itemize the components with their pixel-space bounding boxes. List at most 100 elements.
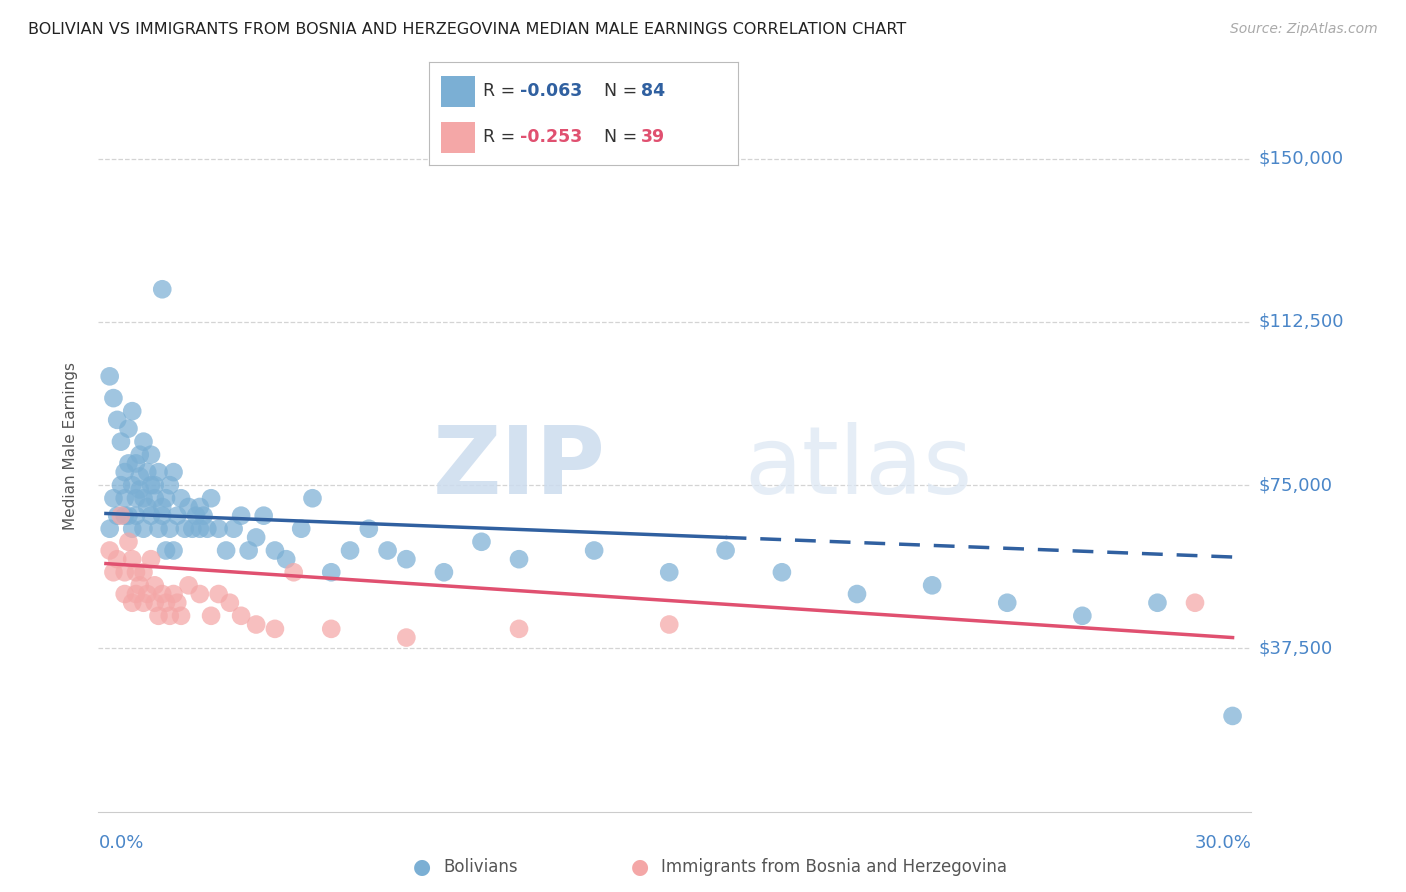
Point [114, 508, 136, 523]
Point [339, 543, 361, 558]
Point [121, 404, 143, 418]
Point [995, 596, 1018, 610]
Point [117, 508, 139, 523]
Point [658, 566, 681, 580]
Point [121, 478, 143, 492]
Point [105, 552, 128, 566]
Point [1184, 596, 1206, 610]
Point [143, 491, 166, 506]
Point [200, 491, 222, 506]
Bar [441, 122, 475, 153]
Text: 0.0%: 0.0% [98, 834, 143, 852]
Point [105, 413, 128, 427]
Point [136, 500, 159, 514]
Point [433, 566, 456, 580]
Point [1071, 608, 1094, 623]
Point [148, 465, 170, 479]
Point [103, 491, 125, 506]
Text: atlas: atlas [744, 422, 973, 514]
Point [125, 566, 148, 580]
Point [846, 587, 869, 601]
Point [136, 465, 159, 479]
Text: 39: 39 [641, 128, 665, 146]
Point [114, 491, 136, 506]
Text: Immigrants from Bosnia and Herzegovina: Immigrants from Bosnia and Herzegovina [661, 858, 1007, 876]
Text: R =: R = [484, 128, 520, 146]
Point [132, 491, 155, 506]
Point [128, 448, 150, 462]
Y-axis label: Median Male Earnings: Median Male Earnings [63, 362, 77, 530]
Point [139, 448, 162, 462]
Point [1146, 596, 1168, 610]
Point [200, 608, 222, 623]
Point [658, 617, 681, 632]
Point [264, 622, 287, 636]
Point [128, 483, 150, 497]
Text: N =: N = [593, 82, 643, 100]
Point [162, 543, 184, 558]
Point [128, 578, 150, 592]
Point [290, 522, 312, 536]
Point [143, 596, 166, 610]
Point [132, 566, 155, 580]
Text: ●: ● [413, 857, 430, 877]
Text: ZIP: ZIP [433, 422, 606, 514]
Point [188, 587, 211, 601]
Point [110, 508, 132, 523]
Point [125, 587, 148, 601]
Point [357, 522, 380, 536]
Text: 84: 84 [641, 82, 665, 100]
Point [301, 491, 323, 506]
Point [193, 508, 215, 523]
Point [114, 566, 136, 580]
Point [117, 534, 139, 549]
Point [136, 587, 159, 601]
Point [139, 552, 162, 566]
Point [159, 478, 181, 492]
Point [159, 608, 181, 623]
Point [132, 434, 155, 449]
Point [321, 622, 343, 636]
Point [921, 578, 943, 592]
Point [103, 566, 125, 580]
Point [155, 596, 177, 610]
Point [229, 508, 252, 523]
Point [114, 587, 136, 601]
Text: $112,500: $112,500 [1258, 313, 1344, 331]
Point [714, 543, 737, 558]
Point [150, 282, 173, 296]
Point [98, 522, 121, 536]
Point [98, 543, 121, 558]
Point [125, 457, 148, 471]
Point [117, 421, 139, 435]
Point [395, 631, 418, 645]
Point [253, 508, 276, 523]
Point [207, 587, 229, 601]
Point [125, 508, 148, 523]
Point [770, 566, 793, 580]
Point [125, 491, 148, 506]
Point [181, 522, 204, 536]
Point [583, 543, 606, 558]
Point [110, 478, 132, 492]
Point [166, 508, 188, 523]
Point [155, 543, 177, 558]
Point [162, 587, 184, 601]
Point [245, 617, 267, 632]
Point [188, 500, 211, 514]
Point [110, 434, 132, 449]
Text: -0.063: -0.063 [520, 82, 582, 100]
Point [508, 622, 530, 636]
Point [121, 552, 143, 566]
Text: $75,000: $75,000 [1258, 476, 1333, 494]
Point [321, 566, 343, 580]
Point [166, 596, 188, 610]
Bar [441, 76, 475, 106]
Point [188, 522, 211, 536]
Point [98, 369, 121, 384]
Point [114, 465, 136, 479]
Point [159, 522, 181, 536]
Point [173, 522, 195, 536]
Text: ●: ● [631, 857, 648, 877]
Point [170, 491, 193, 506]
